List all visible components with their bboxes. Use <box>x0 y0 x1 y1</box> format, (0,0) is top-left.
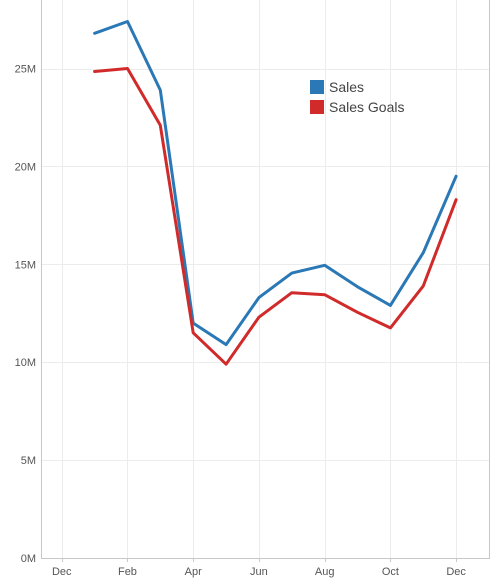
x-tick-label: Oct <box>382 566 399 578</box>
x-tick-label: Aug <box>315 566 335 578</box>
y-tick-label: 20M <box>15 161 36 173</box>
legend-label-sales: Sales <box>329 79 364 95</box>
legend-label-sales-goals: Sales Goals <box>329 99 404 115</box>
x-tick-label: Jun <box>250 566 268 578</box>
y-tick-label: 0M <box>21 553 36 565</box>
series-line-sales <box>93 20 458 347</box>
y-axis-ticks: 0M 5M 10M 15M 20M 25M <box>15 64 36 565</box>
y-tick-label: 15M <box>15 259 36 271</box>
series-lines <box>93 20 458 366</box>
y-tick-label: 5M <box>21 455 36 467</box>
y-tick-label: 10M <box>15 357 36 369</box>
series-line-sales-goals <box>93 67 458 366</box>
legend: Sales Sales Goals <box>310 79 404 115</box>
y-tick-label: 25M <box>15 64 36 76</box>
grid <box>42 0 489 558</box>
x-tick-label: Dec <box>52 566 72 578</box>
x-axis-ticks: Dec Feb Apr Jun Aug Oct Dec <box>52 558 466 578</box>
x-tick-label: Apr <box>185 566 202 578</box>
x-tick-label: Feb <box>118 566 137 578</box>
x-tick-label: Dec <box>446 566 466 578</box>
legend-swatch-sales-goals <box>310 100 324 114</box>
legend-swatch-sales <box>310 80 324 94</box>
